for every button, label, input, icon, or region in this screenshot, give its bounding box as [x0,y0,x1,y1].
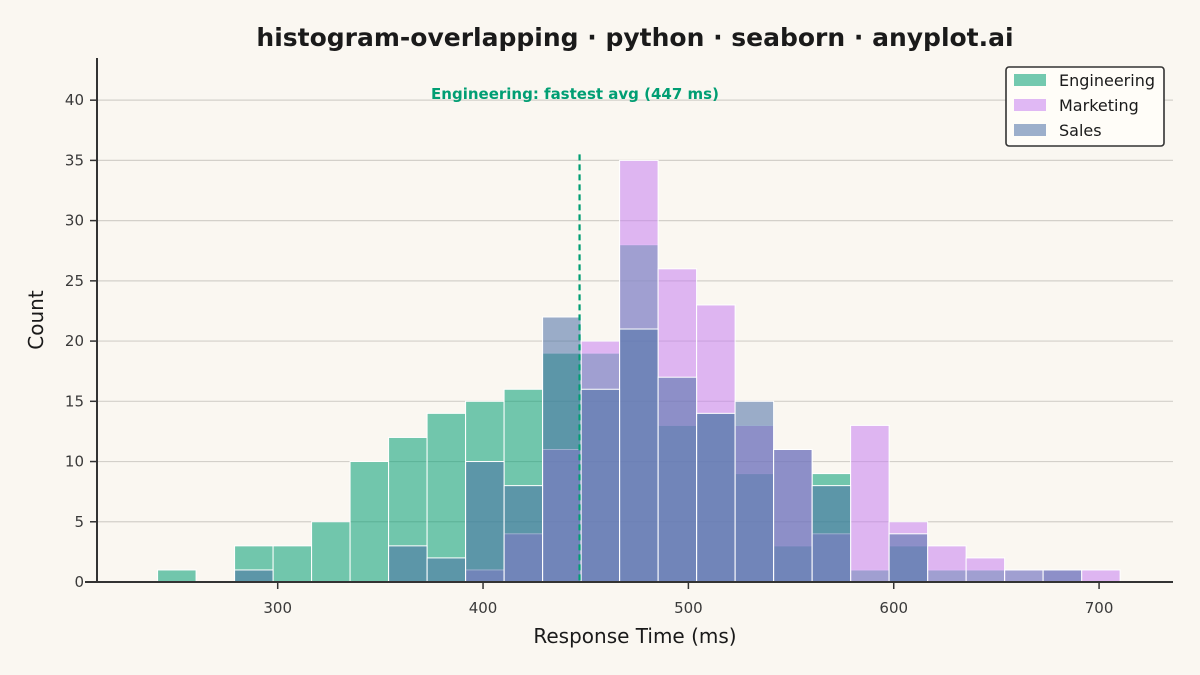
x-tick-label: 500 [674,599,703,617]
y-tick-label: 15 [65,392,84,410]
legend-label: Engineering [1059,71,1155,90]
bar [888,533,929,583]
bar [426,557,467,583]
tick-labels: 0 5 10 15 20 25 30 35 40 300 400 500 600 700 [65,91,1113,617]
bar [1004,569,1044,583]
bar [234,569,274,583]
bar [503,485,544,583]
y-tick-label: 0 [74,573,84,591]
bar [696,412,736,583]
y-axis-label: Count [24,290,48,350]
bar [657,376,698,583]
bar [1042,569,1083,583]
bar [426,412,467,583]
x-tick-label: 600 [879,599,908,617]
series-sales [234,316,1083,583]
y-tick-label: 35 [65,151,84,169]
bar [272,545,313,583]
y-tick-label: 40 [65,91,84,109]
legend: Engineering Marketing Sales [1005,66,1165,147]
histogram-bars [157,159,1121,583]
bar [465,461,505,583]
legend-label: Marketing [1059,96,1139,115]
bar [811,485,852,583]
y-tick-label: 10 [65,453,84,471]
legend-label: Sales [1059,121,1102,140]
annotation-text: Engineering: fastest avg (447 ms) [431,85,719,103]
x-tick-label: 700 [1085,599,1114,617]
x-axis-label: Response Time (ms) [533,624,736,648]
legend-swatch [1014,124,1046,136]
bar [157,569,197,583]
bar [850,424,890,583]
legend-swatch [1014,99,1046,111]
bar [388,545,428,583]
x-tick-label: 400 [469,599,498,617]
bar [349,461,390,583]
bar [965,557,1006,583]
bar [734,400,775,583]
y-tick-label: 30 [65,212,84,230]
bar [773,448,813,583]
x-tick-label: 300 [263,599,292,617]
bar [542,316,582,583]
bar [311,521,351,583]
bar [580,388,621,583]
annotation-group: Engineering: fastest avg (447 ms) [431,85,719,582]
chart-title: histogram-overlapping · python · seaborn… [256,23,1013,52]
bar [619,328,659,583]
bar [927,545,967,583]
y-tick-label: 25 [65,272,84,290]
bar [1081,569,1121,583]
legend-swatch [1014,74,1046,86]
axes [85,58,1173,583]
y-tick-label: 20 [65,332,84,350]
y-tick-label: 5 [74,513,84,531]
